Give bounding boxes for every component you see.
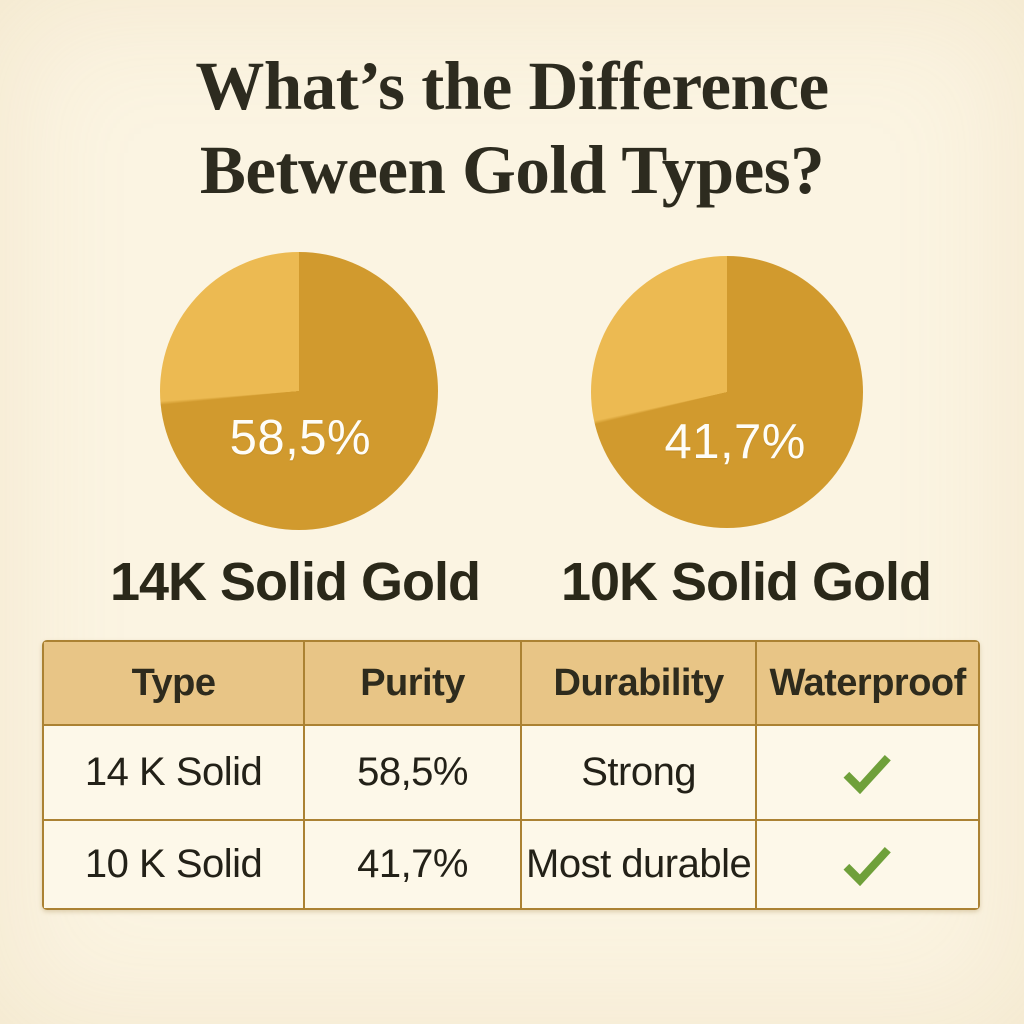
pie-chart-10k: 41,7% [591,256,863,528]
column-header-type: Type [44,642,304,724]
column-header-durability: Durability [521,642,756,724]
table-cell-durability-14k: Strong [521,726,756,819]
table-cell-waterproof-14k [757,726,978,819]
page-title-line-2: Between Gold Types? [199,132,825,208]
pie-caption-10k: 10K Solid Gold [560,552,932,612]
table-cell-type-14k: 14 K Solid [44,726,304,819]
pie-value-label-14k: 58,5% [229,411,372,466]
table-cell-waterproof-10k [757,821,978,908]
pie-caption-14k: 14K Solid Gold [109,552,481,612]
column-header-purity: Purity [305,642,520,724]
comparison-table: Type Purity Durability Waterproof 14 K S… [42,640,980,910]
checkmark-icon [843,846,891,886]
table-cell-type-10k: 10 K Solid [44,821,304,908]
table-cell-purity-14k: 58,5% [305,726,520,819]
table-cell-purity-10k: 41,7% [305,821,520,908]
table-cell-durability-10k: Most durable [521,821,756,908]
page-title-line-1: What’s the Difference [195,48,829,124]
pie-chart-14k: 58,5% [160,252,438,530]
checkmark-icon [843,754,891,794]
pie-value-label-10k: 41,7% [664,415,806,470]
page-title: What’s the Difference Between Gold Types… [0,44,1024,212]
column-header-waterproof: Waterproof [757,642,978,724]
